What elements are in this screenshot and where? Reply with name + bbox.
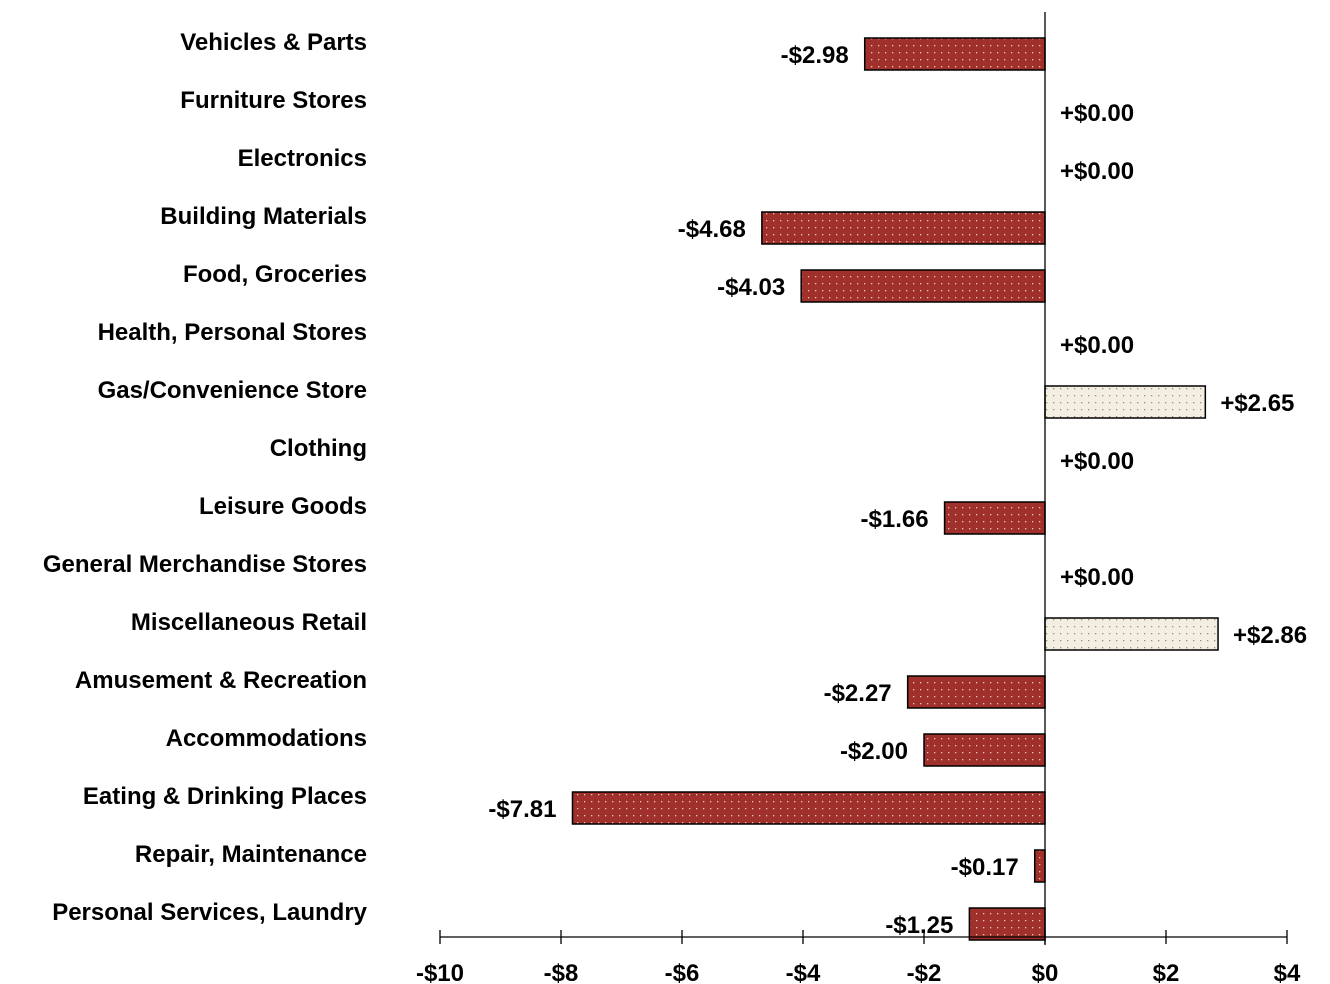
category-label: Vehicles & Parts (180, 29, 367, 56)
bar (1033, 849, 1046, 883)
x-tick-label: -$10 (416, 960, 464, 984)
category-label: Gas/Convenience Store (98, 377, 367, 404)
bar (968, 907, 1046, 941)
x-tick-label: $2 (1153, 960, 1180, 984)
data-label: -$7.81 (488, 796, 556, 823)
data-label: -$0.17 (951, 854, 1019, 881)
bar (761, 211, 1046, 245)
category-label: Building Materials (160, 203, 367, 230)
category-labels: Vehicles & Parts Furniture Stores Electron… (43, 29, 368, 926)
category-label: Clothing (270, 435, 367, 462)
category-label: Electronics (238, 145, 367, 172)
category-label: Miscellaneous Retail (131, 609, 367, 636)
data-label: -$2.98 (781, 42, 849, 69)
data-label: -$2.00 (840, 738, 908, 765)
category-label: Repair, Maintenance (135, 841, 367, 868)
category-label: General Merchandise Stores (43, 551, 367, 578)
axes: -$10 -$8 -$6 -$4 -$2 $0 $2 $4 (416, 12, 1301, 984)
category-label: Accommodations (166, 725, 367, 752)
data-label: -$4.68 (678, 216, 746, 243)
bar (923, 733, 1046, 767)
bar (863, 37, 1046, 71)
x-tick-label: $4 (1274, 960, 1301, 984)
x-tick-label: $0 (1032, 960, 1059, 984)
category-label: Health, Personal Stores (98, 319, 367, 346)
data-label: +$0.00 (1060, 332, 1134, 359)
data-label: +$2.65 (1220, 390, 1294, 417)
category-label: Leisure Goods (199, 493, 367, 520)
data-label: +$0.00 (1060, 448, 1134, 475)
data-label: +$2.86 (1233, 622, 1307, 649)
data-label: -$4.03 (717, 274, 785, 301)
x-tick-label: -$6 (665, 960, 700, 984)
bar (571, 791, 1046, 825)
x-tick-label: -$2 (907, 960, 942, 984)
bar (1044, 385, 1207, 419)
data-labels: -$2.98 +$0.00 +$0.00 -$4.68 -$4.03 +$0.00 +$2.… (488, 42, 1307, 939)
bar (943, 501, 1046, 535)
x-tick-label: -$4 (786, 960, 821, 984)
x-tick-label: -$8 (544, 960, 579, 984)
bar (1044, 617, 1219, 651)
data-label: +$0.00 (1060, 564, 1134, 591)
data-label: +$0.00 (1060, 100, 1134, 127)
bars (571, 37, 1219, 941)
category-label: Personal Services, Laundry (52, 899, 367, 926)
data-label: -$1.66 (861, 506, 929, 533)
category-label: Amusement & Recreation (75, 667, 367, 694)
data-label: +$0.00 (1060, 158, 1134, 185)
bar (906, 675, 1046, 709)
category-label: Furniture Stores (180, 87, 367, 114)
data-label: -$2.27 (824, 680, 892, 707)
bar (800, 269, 1046, 303)
data-label: -$1.25 (885, 912, 953, 939)
category-label: Eating & Drinking Places (83, 783, 367, 810)
category-label: Food, Groceries (183, 261, 367, 288)
